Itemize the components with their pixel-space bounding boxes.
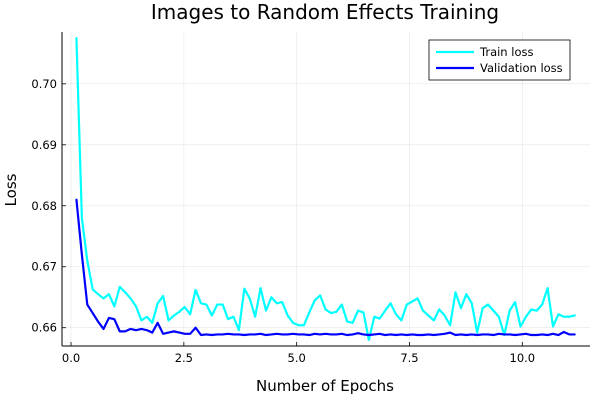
- x-tick-label: 5.0: [288, 351, 306, 365]
- y-ticks: 0.66 0.67 0.68 0.69 0.70: [31, 77, 66, 335]
- legend-label-validation-loss: Validation loss: [480, 61, 563, 75]
- legend-label-train-loss: Train loss: [479, 45, 533, 59]
- x-axis-label: Number of Epochs: [256, 377, 394, 395]
- legend: Train loss Validation loss: [428, 39, 571, 81]
- grid: [62, 32, 590, 346]
- x-ticks: 0.0 2.5 5.0 7.5 10.0: [62, 342, 535, 365]
- series-line-validation-loss: [75, 198, 576, 337]
- series-group: [75, 36, 576, 341]
- series-line-train-loss: [75, 36, 576, 341]
- y-tick-label: 0.68: [31, 199, 57, 213]
- x-tick-label: 2.5: [175, 351, 193, 365]
- x-tick-label: 7.5: [400, 351, 418, 365]
- axes: [61, 32, 590, 347]
- legend-box: [428, 39, 571, 81]
- y-tick-label: 0.69: [31, 138, 57, 152]
- chart-title: Images to Random Effects Training: [151, 0, 499, 24]
- y-tick-label: 0.67: [31, 260, 57, 274]
- y-tick-label: 0.70: [31, 77, 57, 91]
- x-tick-label: 0.0: [62, 351, 80, 365]
- y-axis-label: Loss: [2, 173, 20, 206]
- x-tick-label: 10.0: [510, 351, 536, 365]
- y-tick-label: 0.66: [31, 321, 57, 335]
